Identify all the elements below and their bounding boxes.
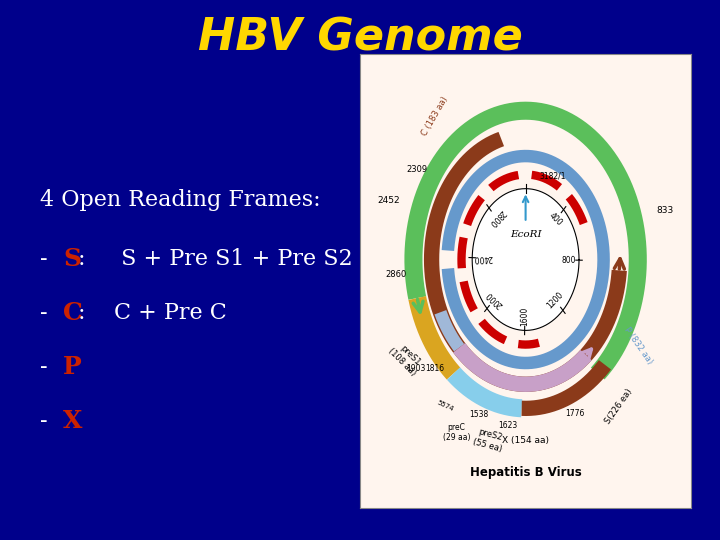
Text: 1903: 1903 [407, 364, 426, 373]
Text: X: X [63, 409, 83, 433]
Text: -: - [40, 356, 54, 378]
Text: 1538: 1538 [469, 410, 488, 419]
Text: S: S [63, 247, 81, 271]
Text: P: P [63, 355, 82, 379]
Text: 2400: 2400 [473, 253, 492, 263]
Text: 833: 833 [657, 206, 673, 214]
Text: preS2
(55 ea): preS2 (55 ea) [472, 427, 506, 454]
Text: 1816: 1816 [425, 364, 444, 373]
Text: 2309: 2309 [406, 165, 428, 174]
Text: S(226 ea): S(226 ea) [603, 387, 634, 426]
Text: HBV Genome: HBV Genome [197, 16, 523, 59]
Text: 2860: 2860 [385, 270, 406, 279]
Text: :    C + Pre C: : C + Pre C [78, 302, 227, 324]
Text: C (183 aa): C (183 aa) [420, 95, 450, 138]
Text: 1623: 1623 [498, 421, 518, 430]
Text: Hepatitis B Virus: Hepatitis B Virus [469, 465, 582, 478]
Text: 2000: 2000 [485, 289, 505, 309]
Text: preC
(29 aa): preC (29 aa) [443, 423, 470, 442]
Text: :     S + Pre S1 + Pre S2: : S + Pre S1 + Pre S2 [78, 248, 352, 270]
Circle shape [472, 188, 579, 330]
Text: P (832 aa): P (832 aa) [622, 326, 654, 366]
Text: -: - [40, 248, 54, 270]
Text: 1600: 1600 [520, 307, 529, 326]
Text: 2452: 2452 [377, 196, 400, 205]
Text: preS1
(108 aa): preS1 (108 aa) [387, 339, 426, 378]
Text: X (154 aa): X (154 aa) [502, 436, 549, 446]
Text: 1200: 1200 [546, 290, 565, 310]
Text: 2800: 2800 [487, 208, 506, 228]
Text: EcoRI: EcoRI [510, 230, 541, 239]
Text: 400: 400 [548, 211, 564, 228]
Text: 3182/1: 3182/1 [539, 171, 565, 180]
Text: 4 Open Reading Frames:: 4 Open Reading Frames: [40, 189, 320, 211]
Text: -: - [40, 410, 54, 432]
Text: C: C [63, 301, 84, 325]
Text: 5574: 5574 [436, 400, 454, 413]
Text: -: - [40, 302, 54, 324]
Text: 1776: 1776 [565, 409, 585, 418]
Text: 800: 800 [561, 255, 575, 265]
